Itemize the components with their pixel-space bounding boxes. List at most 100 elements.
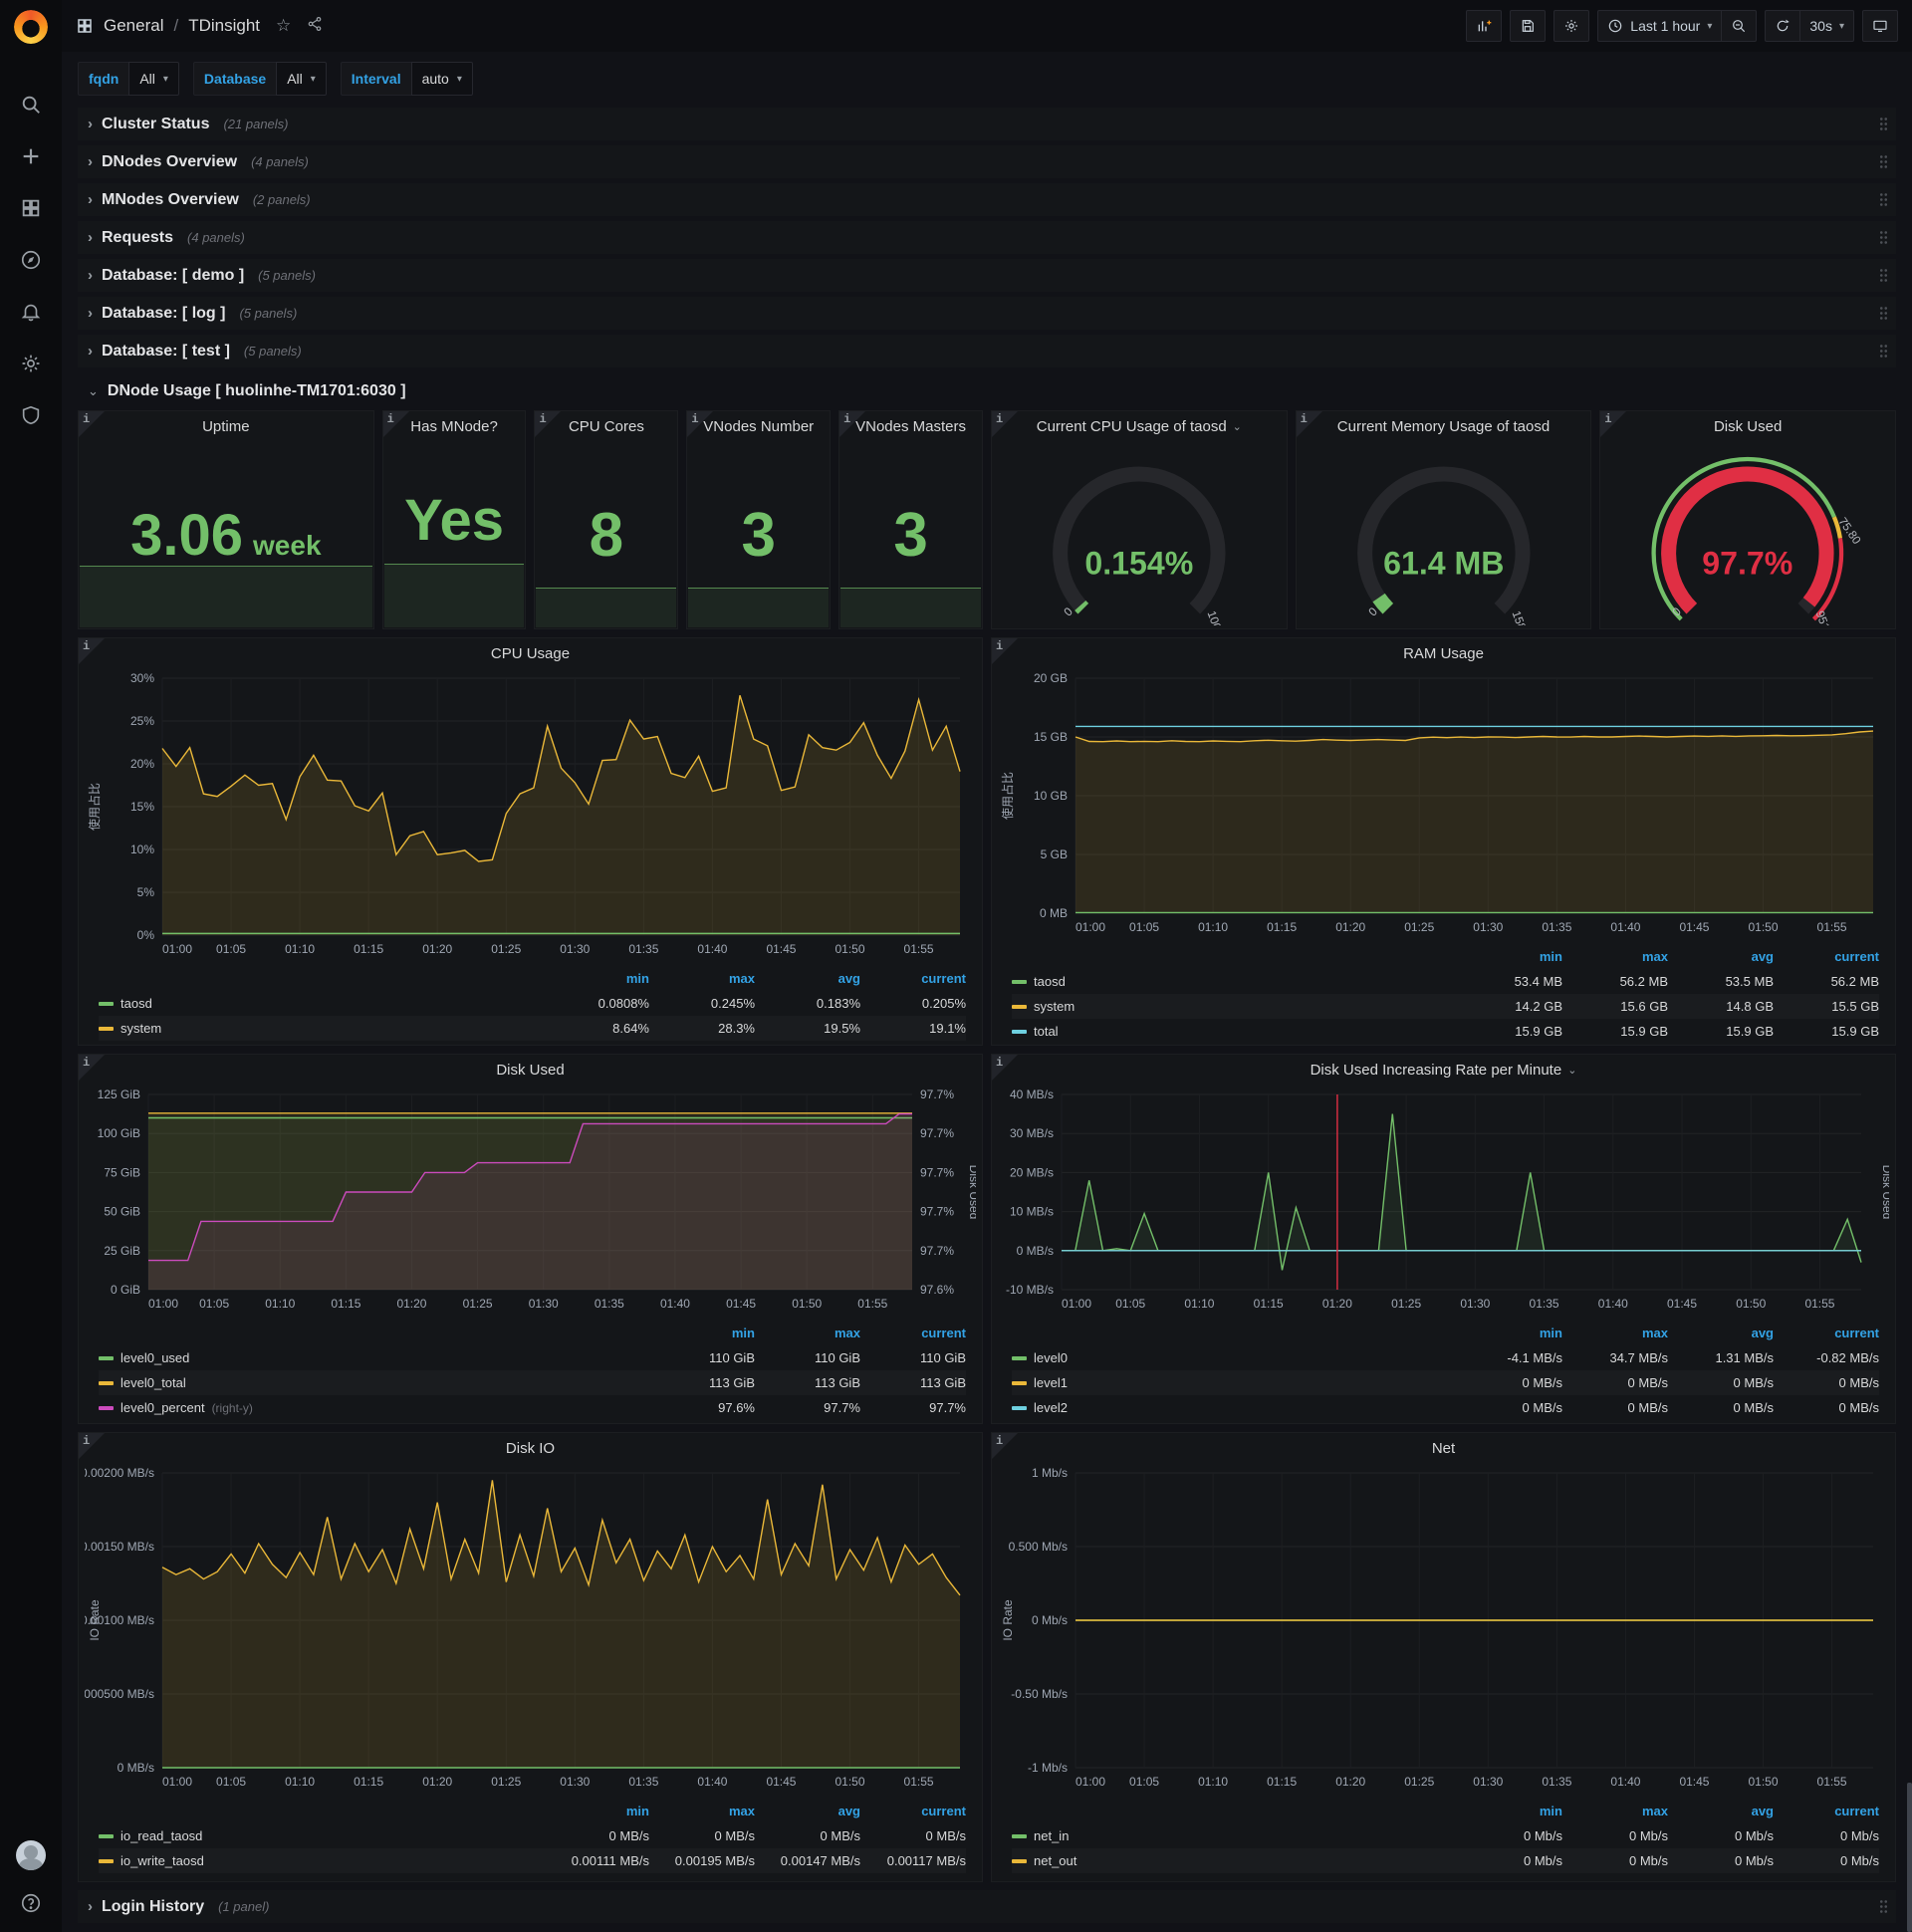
panel-title[interactable]: CPU Cores xyxy=(568,417,644,435)
legend-series-name[interactable]: level0_total xyxy=(120,1375,186,1390)
legend-series-name[interactable]: system xyxy=(1034,999,1076,1014)
variable-value-dropdown[interactable]: All ▾ xyxy=(128,62,179,96)
legend-series-name[interactable]: net_in xyxy=(1034,1828,1070,1843)
chart-canvas[interactable]: 0 GiB 25 GiB 50 GiB 75 GiB 100 GiB 125 GiB 01:… xyxy=(85,1085,981,1314)
collapsed-row[interactable]: › DNodes Overview (4 panels) xyxy=(78,145,1896,178)
chart-canvas[interactable]: -10 MB/s 0 MB/s 10 MB/s 20 MB/s 30 MB/s 40 MB… xyxy=(998,1085,1894,1314)
info-icon[interactable] xyxy=(839,411,866,437)
panel-title[interactable]: Disk IO xyxy=(505,1439,556,1457)
info-icon[interactable] xyxy=(991,411,1018,437)
legend-col-current[interactable]: current xyxy=(1834,1326,1879,1340)
row-drag-handle[interactable] xyxy=(1879,192,1888,207)
zoom-out-time-button[interactable] xyxy=(1721,10,1758,42)
search-icon[interactable] xyxy=(20,94,42,116)
breadcrumb-dashboard[interactable]: TDinsight xyxy=(188,16,261,35)
collapsed-row[interactable]: › Database: [ log ] (5 panels) xyxy=(78,297,1896,330)
panel-title[interactable]: Net xyxy=(1431,1439,1456,1457)
refresh-interval-picker[interactable]: 30s ▾ xyxy=(1799,10,1854,42)
legend-col-max[interactable]: max xyxy=(728,971,755,986)
legend-col-current[interactable]: current xyxy=(1834,1804,1879,1818)
row-drag-handle[interactable] xyxy=(1879,344,1888,359)
legend-series-name[interactable]: level0 xyxy=(1034,1350,1068,1365)
dashboard-settings-button[interactable] xyxy=(1554,10,1590,42)
user-avatar[interactable] xyxy=(16,1840,46,1870)
legend-series-name[interactable]: net_out xyxy=(1034,1853,1077,1868)
legend-col-min[interactable]: min xyxy=(1539,949,1562,964)
info-icon[interactable] xyxy=(79,1433,105,1459)
legend-col-avg[interactable]: avg xyxy=(1751,949,1774,964)
panel-title[interactable]: VNodes Number xyxy=(703,417,815,435)
variable-value-dropdown[interactable]: auto ▾ xyxy=(410,62,473,96)
legend-col-max[interactable]: max xyxy=(834,1326,860,1340)
legend-series-name[interactable]: level0_used xyxy=(120,1350,190,1365)
refresh-button[interactable] xyxy=(1765,10,1800,42)
legend-series-name[interactable]: system xyxy=(120,1021,162,1036)
legend-col-current[interactable]: current xyxy=(1834,949,1879,964)
legend-col-avg[interactable]: avg xyxy=(837,1804,860,1818)
legend-series-name[interactable]: io_read_taosd xyxy=(120,1828,203,1843)
breadcrumb-folder[interactable]: General xyxy=(104,16,164,35)
scrollbar-thumb[interactable] xyxy=(1907,1783,1912,1932)
collapsed-row[interactable]: › MNodes Overview (2 panels) xyxy=(78,183,1896,216)
legend-col-min[interactable]: min xyxy=(1539,1804,1562,1818)
info-icon[interactable] xyxy=(382,411,409,437)
alerting-bell-icon[interactable] xyxy=(20,301,42,323)
row-drag-handle[interactable] xyxy=(1879,230,1888,245)
chart-canvas[interactable]: 0 MB/s 0.000500 MB/s 0.00100 MB/s 0.00150 M… xyxy=(74,1463,976,1792)
panel-title[interactable]: Current CPU Usage of taosd xyxy=(1036,417,1227,435)
create-plus-icon[interactable] xyxy=(20,145,42,167)
legend-col-min[interactable]: min xyxy=(1539,1326,1562,1340)
legend-col-min[interactable]: min xyxy=(625,971,649,986)
collapsed-row[interactable]: › Cluster Status (21 panels) xyxy=(78,108,1896,140)
info-icon[interactable] xyxy=(79,1055,105,1081)
info-icon[interactable] xyxy=(687,411,714,437)
configuration-gear-icon[interactable] xyxy=(20,353,42,374)
collapsed-row[interactable]: › Requests (4 panels) xyxy=(78,221,1896,254)
panel-title[interactable]: VNodes Masters xyxy=(855,417,966,435)
info-icon[interactable] xyxy=(992,1433,1018,1459)
legend-series-name[interactable]: total xyxy=(1034,1024,1059,1039)
row-drag-handle[interactable] xyxy=(1879,306,1888,321)
panel-title[interactable]: CPU Usage xyxy=(490,644,571,662)
save-dashboard-button[interactable] xyxy=(1510,10,1547,42)
chart-canvas[interactable]: 0 MB 5 GB 10 GB 15 GB 20 GB 01:00 01:05 01:10 01… xyxy=(998,668,1889,937)
legend-series-name[interactable]: level1 xyxy=(1034,1375,1068,1390)
legend-col-current[interactable]: current xyxy=(921,1326,966,1340)
time-range-picker[interactable]: Last 1 hour ▾ xyxy=(1597,10,1722,42)
info-icon[interactable] xyxy=(79,411,105,437)
info-icon[interactable] xyxy=(992,638,1018,664)
legend-col-max[interactable]: max xyxy=(1641,949,1668,964)
legend-series-name[interactable]: level0_percent xyxy=(120,1400,205,1415)
panel-title[interactable]: Disk Used xyxy=(1713,417,1783,435)
row-drag-handle[interactable] xyxy=(1879,154,1888,169)
info-icon[interactable] xyxy=(535,411,562,437)
panel-title[interactable]: RAM Usage xyxy=(1403,644,1484,662)
panel-title[interactable]: Has MNode? xyxy=(410,417,498,435)
row-drag-handle[interactable] xyxy=(1879,1899,1888,1914)
legend-col-max[interactable]: max xyxy=(728,1804,755,1818)
explore-compass-icon[interactable] xyxy=(20,249,42,271)
legend-col-avg[interactable]: avg xyxy=(837,971,860,986)
panel-title[interactable]: Disk Used Increasing Rate per Minute xyxy=(1310,1061,1562,1079)
row-drag-handle[interactable] xyxy=(1879,117,1888,131)
panel-title[interactable]: Current Memory Usage of taosd xyxy=(1336,417,1551,435)
legend-col-avg[interactable]: avg xyxy=(1751,1326,1774,1340)
legend-col-max[interactable]: max xyxy=(1641,1804,1668,1818)
grafana-logo[interactable] xyxy=(14,10,48,44)
legend-col-current[interactable]: current xyxy=(921,971,966,986)
info-icon[interactable] xyxy=(1296,411,1322,437)
server-admin-shield-icon[interactable] xyxy=(20,404,42,426)
cycle-view-mode-button[interactable] xyxy=(1862,10,1898,42)
row-drag-handle[interactable] xyxy=(1879,268,1888,283)
info-icon[interactable] xyxy=(79,638,105,664)
row-dnode-usage[interactable]: ⌄ DNode Usage [ huolinhe-TM1701:6030 ] xyxy=(88,382,406,399)
info-icon[interactable] xyxy=(1600,411,1627,437)
help-icon[interactable] xyxy=(20,1892,42,1914)
row-login-history[interactable]: › Login History (1 panel) xyxy=(78,1890,1896,1923)
panel-title[interactable]: Disk Used xyxy=(496,1061,565,1079)
panel-title[interactable]: Uptime xyxy=(202,417,250,435)
add-panel-button[interactable] xyxy=(1466,10,1503,42)
star-icon[interactable]: ☆ xyxy=(276,16,292,35)
legend-col-avg[interactable]: avg xyxy=(1751,1804,1774,1818)
chart-canvas[interactable]: -1 Mb/s -0.50 Mb/s 0 Mb/s 0.500 Mb/s 1 Mb/s 0… xyxy=(998,1463,1889,1792)
